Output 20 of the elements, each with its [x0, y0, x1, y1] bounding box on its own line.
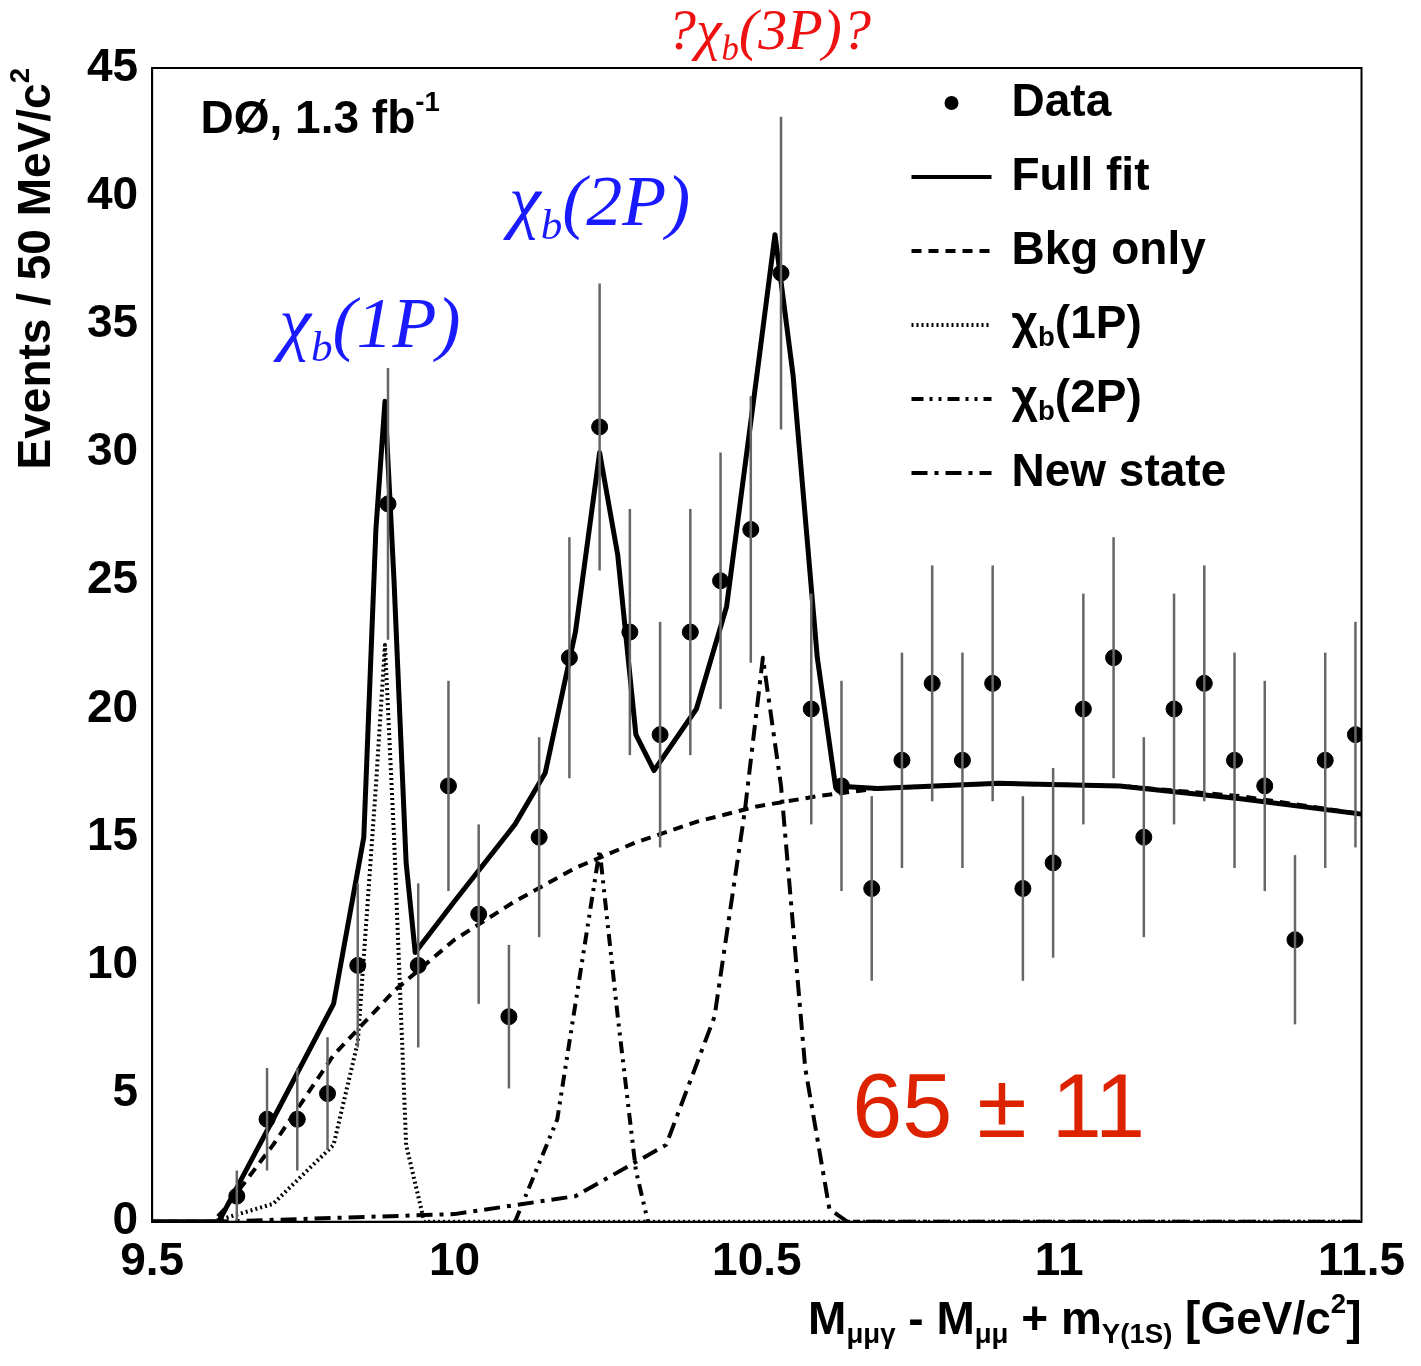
legend-label: Data — [1011, 73, 1112, 126]
y-tick-label: 20 — [86, 679, 139, 732]
y-tick-label: 5 — [112, 1064, 139, 1117]
y-tick-label: 25 — [86, 551, 139, 604]
x-tick-label: 9.5 — [120, 1233, 185, 1286]
legend-label: Full fit — [1011, 147, 1150, 200]
y-axis-title: Events / 50 MeV/c2 — [3, 67, 60, 470]
x-tick-label: 11.5 — [1318, 1233, 1405, 1286]
x-tick-label: 11 — [1034, 1233, 1084, 1286]
y-tick-label: 15 — [86, 807, 139, 860]
legend-label: New state — [1011, 443, 1227, 496]
y-tick-label: 45 — [86, 38, 139, 91]
x-tick-label: 10.5 — [712, 1233, 802, 1286]
annotation: 65 ± 11 — [852, 1056, 1146, 1156]
y-tick-label: 35 — [86, 295, 139, 348]
y-tick-label: 10 — [86, 936, 139, 989]
y-tick-label: 30 — [86, 423, 139, 476]
x-tick-label: 10 — [428, 1233, 481, 1286]
y-tick-label: 40 — [86, 166, 139, 219]
legend-label: Bkg only — [1011, 221, 1207, 274]
